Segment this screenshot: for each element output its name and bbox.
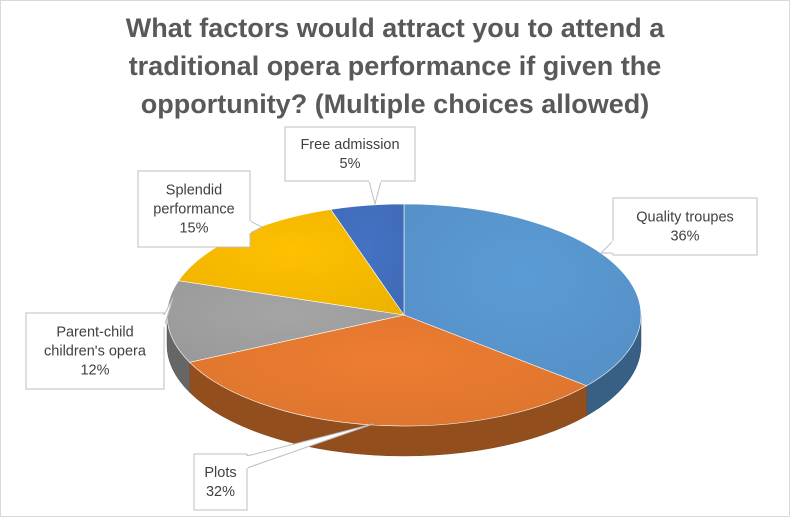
data-label-value: 36% <box>670 229 699 245</box>
data-label-value: 15% <box>179 221 208 237</box>
chart-title-line-3: opportunity? (Multiple choices allowed) <box>140 89 650 119</box>
pie-slice-parent-child <box>166 280 405 363</box>
data-label-category: Free admission <box>300 137 399 153</box>
data-label-category: Plots <box>204 465 236 481</box>
chart-title-line-1: What factors would attract you to attend… <box>125 13 665 43</box>
data-label-box <box>193 453 248 511</box>
data-label-free-admission: Free admission 5% <box>284 126 416 206</box>
pie-slice-free-admission <box>330 203 405 316</box>
data-label-plots: Plots 32% <box>193 423 374 511</box>
data-label-leader <box>599 239 614 254</box>
pie-slices <box>166 203 642 457</box>
data-label-category: children's opera <box>44 344 147 360</box>
data-labels: Quality troupes 36% Plots 32% Parent-child ch… <box>25 126 758 511</box>
chart-title: What factors would attract you to attend… <box>1 9 789 123</box>
data-label-leader <box>368 180 382 206</box>
data-label-quality-troupes: Quality troupes 36% <box>599 197 758 256</box>
data-label-category: Splendid <box>166 183 222 199</box>
data-label-value: 5% <box>340 156 361 172</box>
data-label-box <box>25 312 165 390</box>
chart-title-line-2: traditional opera performance if given t… <box>128 51 662 81</box>
data-label-parent-child: Parent-child children's opera 12% <box>25 297 174 390</box>
pie-slice-quality-troupes <box>403 203 642 387</box>
data-label-box <box>284 126 416 182</box>
data-label-splendid-performance: Splendid performance 15% <box>137 170 264 248</box>
data-label-box <box>137 170 251 248</box>
data-label-category: performance <box>153 202 234 218</box>
data-label-box <box>612 197 758 256</box>
pie-slice-plots <box>188 314 588 427</box>
data-label-category: Quality troupes <box>636 210 734 226</box>
data-label-value: 12% <box>80 363 109 379</box>
data-label-category: Parent-child <box>56 325 133 341</box>
data-label-value: 32% <box>206 484 235 500</box>
